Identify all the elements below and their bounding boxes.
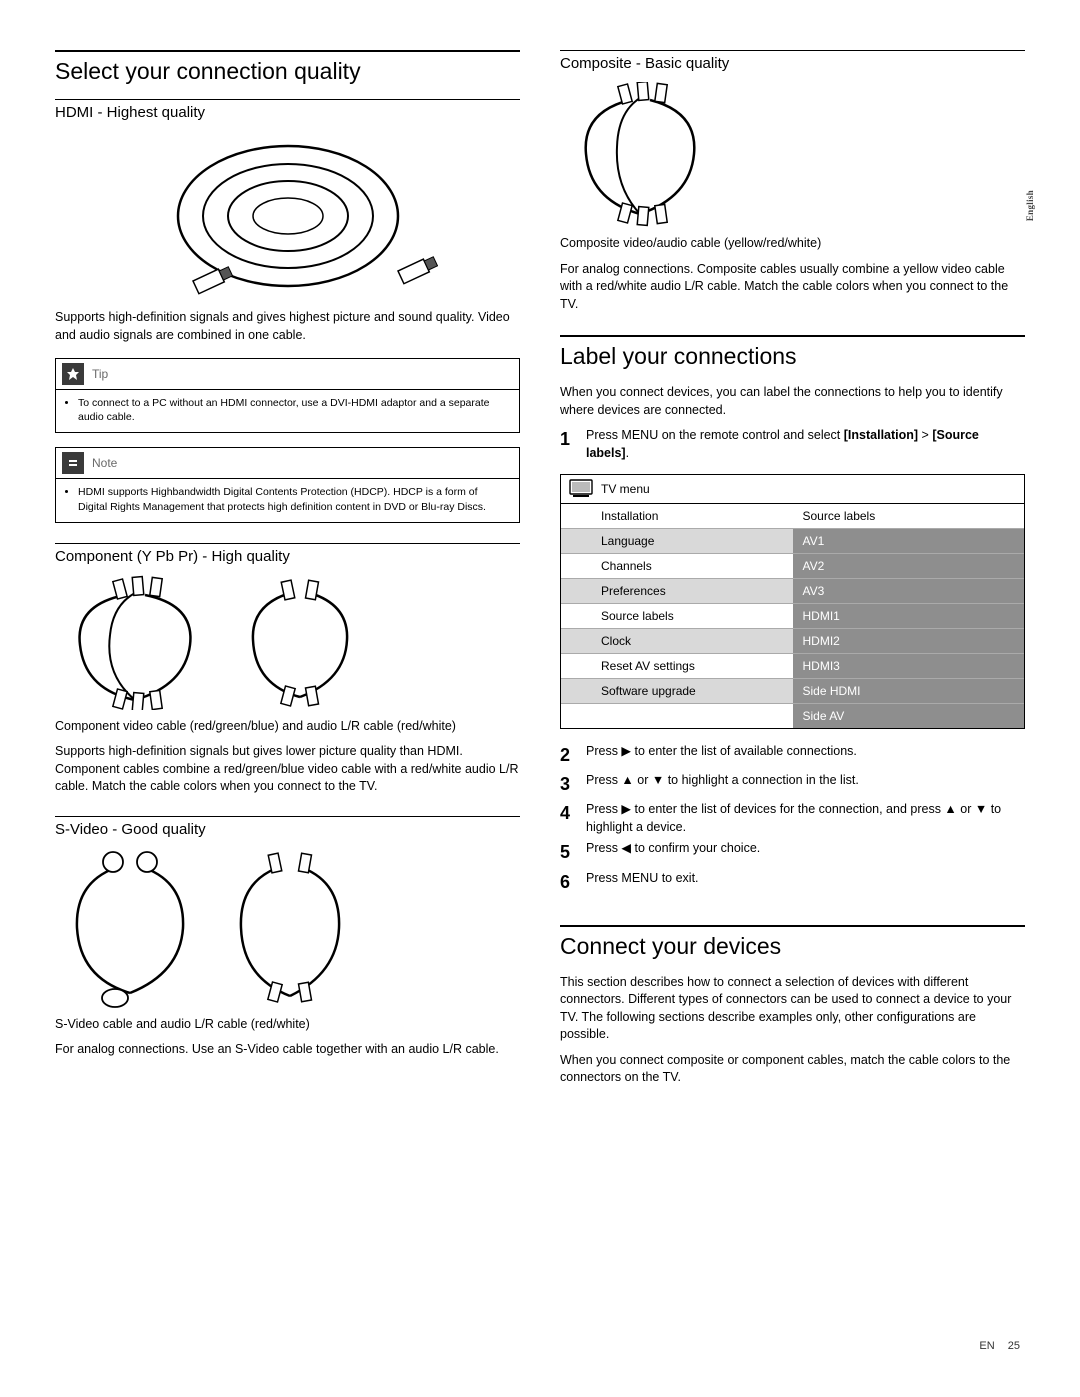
step-1: Press MENU on the remote control and sel… [560,427,1025,462]
menu-row: ChannelsAV2 [561,553,1024,578]
menu-cell-left: Language [561,529,793,553]
menu-cell-right: AV3 [793,579,1025,603]
language-tab: English [1025,190,1035,221]
menu-cell-right: Side AV [793,704,1025,728]
menu-cell-left: Reset AV settings [561,654,793,678]
tip-text: To connect to a PC without an HDMI conne… [78,396,509,424]
menu-cell-right: Side HDMI [793,679,1025,703]
note-label: Note [92,456,117,470]
label-steps-rest: Press ▶ to enter the list of available c… [560,743,1025,895]
menu-row: ClockHDMI2 [561,628,1024,653]
tv-menu-title: TV menu [601,482,650,496]
footer-lang: EN [979,1340,994,1352]
svideo-cable-illustration [55,848,520,1008]
menu-header-row: Installation Source labels [561,503,1024,528]
menu-cell-right: HDMI1 [793,604,1025,628]
hdmi-description: Supports high-definition signals and giv… [55,309,520,344]
page-footer: EN 25 [979,1340,1020,1352]
composite-heading: Composite - Basic quality [560,50,1025,72]
menu-cell-left: Channels [561,554,793,578]
menu-row: LanguageAV1 [561,528,1024,553]
menu-cell-right: AV1 [793,529,1025,553]
hdmi-cable-illustration [55,131,520,301]
composite-caption: Composite video/audio cable (yellow/red/… [560,235,1025,253]
svideo-description: For analog connections. Use an S-Video c… [55,1041,520,1059]
right-column: Composite - Basic quality Composite vide… [560,50,1025,1095]
footer-page: 25 [1008,1340,1020,1352]
connect-p1: This section describes how to connect a … [560,974,1025,1044]
menu-row: PreferencesAV3 [561,578,1024,603]
step-item: Press ▲ or ▼ to highlight a connection i… [560,772,1025,797]
section-title-connection-quality: Select your connection quality [55,50,520,85]
section-title-label-connections: Label your connections [560,335,1025,370]
connect-p2: When you connect composite or component … [560,1052,1025,1087]
menu-cell-right: HDMI3 [793,654,1025,678]
menu-header-left: Installation [561,504,793,528]
menu-cell-right: AV2 [793,554,1025,578]
section-title-connect-devices: Connect your devices [560,925,1025,960]
menu-cell-left: Clock [561,629,793,653]
left-column: Select your connection quality HDMI - Hi… [55,50,520,1095]
step-1-text-e: . [626,446,629,460]
menu-header-right: Source labels [793,504,1025,528]
tip-label: Tip [92,367,108,381]
menu-cell-left [561,704,793,728]
step-item: Press ▶ to enter the list of devices for… [560,801,1025,836]
component-caption: Component video cable (red/green/blue) a… [55,718,520,736]
menu-cell-left: Source labels [561,604,793,628]
step-1-text-a: Press MENU on the remote control and sel… [586,428,844,442]
svideo-caption: S-Video cable and audio L/R cable (red/w… [55,1016,520,1034]
component-heading: Component (Y Pb Pr) - High quality [55,543,520,565]
component-cable-illustration [55,575,520,710]
menu-row: Source labelsHDMI1 [561,603,1024,628]
tip-callout: Tip To connect to a PC without an HDMI c… [55,358,520,433]
label-intro: When you connect devices, you can label … [560,384,1025,419]
step-1-bold-1: [Installation] [844,428,918,442]
tv-icon [569,479,595,499]
note-icon [62,452,84,474]
composite-description: For analog connections. Composite cables… [560,261,1025,314]
menu-row: Software upgradeSide HDMI [561,678,1024,703]
tv-menu-table: TV menu Installation Source labels Langu… [560,474,1025,729]
menu-cell-left: Software upgrade [561,679,793,703]
note-text: HDMI supports Highbandwidth Digital Cont… [78,485,509,513]
menu-cell-left: Preferences [561,579,793,603]
step-item: Press MENU to exit. [560,870,1025,895]
note-callout: Note HDMI supports Highbandwidth Digital… [55,447,520,522]
label-steps-1: Press MENU on the remote control and sel… [560,427,1025,462]
tv-menu-head: TV menu [561,475,1024,503]
component-description: Supports high-definition signals but giv… [55,743,520,796]
page-columns: Select your connection quality HDMI - Hi… [55,50,1025,1095]
menu-row: Reset AV settingsHDMI3 [561,653,1024,678]
menu-cell-right: HDMI2 [793,629,1025,653]
menu-row: Side AV [561,703,1024,728]
step-1-text-c: > [918,428,932,442]
step-item: Press ◀ to confirm your choice. [560,840,1025,865]
tip-icon [62,363,84,385]
composite-cable-illustration [560,82,1025,227]
hdmi-heading: HDMI - Highest quality [55,99,520,121]
svideo-heading: S-Video - Good quality [55,816,520,838]
step-item: Press ▶ to enter the list of available c… [560,743,1025,768]
